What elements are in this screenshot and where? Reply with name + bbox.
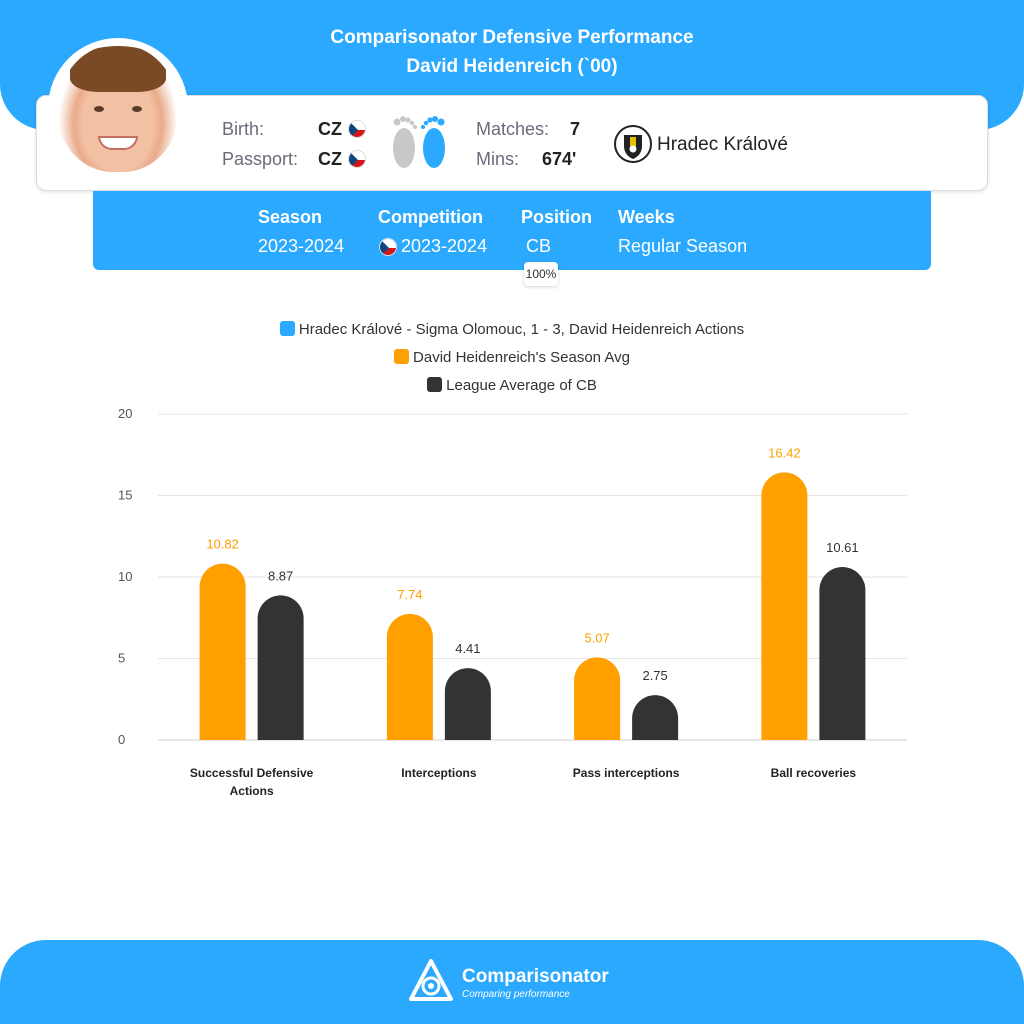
page-title: Comparisonator Defensive Performance: [330, 27, 694, 48]
bar: [444, 668, 491, 740]
x-tick-label: Actions: [230, 784, 274, 798]
data-label: 8.87: [268, 568, 293, 583]
y-tick-label: 15: [118, 488, 132, 503]
legend-item-league-avg: League Average of CB: [0, 377, 1024, 394]
czech-flag-icon: [348, 150, 366, 168]
bar: [199, 563, 246, 740]
x-tick-label: Successful Defensive: [190, 766, 314, 780]
season-value: 2023-2024: [258, 236, 345, 256]
season-label: Season: [258, 207, 323, 227]
bar: [761, 472, 808, 740]
bar: [819, 567, 866, 740]
data-label: 16.42: [768, 445, 801, 460]
mins-label: Mins:: [476, 149, 520, 169]
club-name: Hradec Králové: [657, 134, 788, 155]
legend-label-season-avg: David Heidenreich's Season Avg: [413, 349, 630, 366]
legend-label-match: Hradec Králové - Sigma Olomouc, 1 - 3, D…: [298, 321, 745, 338]
player-card: [36, 95, 988, 191]
passport-label: Passport:: [222, 149, 299, 169]
x-tick-label: Pass interceptions: [573, 766, 680, 780]
data-label: 10.82: [206, 537, 239, 552]
legend-swatch-match: [279, 321, 295, 336]
x-tick-label: Ball recoveries: [771, 766, 857, 780]
birth-label: Birth:: [222, 119, 265, 139]
club-crest-icon: [613, 124, 653, 164]
brand-tagline: Comparing performance: [462, 989, 570, 1000]
mins-value: 674': [542, 149, 577, 169]
bar: [386, 613, 433, 740]
weeks-value: Regular Season: [618, 236, 748, 256]
matches-label: Matches:: [476, 119, 550, 139]
bar: [574, 657, 621, 740]
birth-value: CZ: [318, 119, 342, 139]
y-tick-label: 20: [118, 406, 132, 421]
x-tick-label: Interceptions: [401, 766, 477, 780]
data-label: 2.75: [642, 668, 667, 683]
y-tick-label: 0: [118, 732, 125, 747]
data-label: 4.41: [455, 641, 480, 656]
legend-label-league-avg: League Average of CB: [446, 377, 597, 394]
legend-item-match: Hradec Králové - Sigma Olomouc, 1 - 3, D…: [0, 321, 1024, 338]
player-avatar: [58, 44, 178, 172]
player-name-title: David Heidenreich (`00): [406, 56, 618, 77]
passport-value: CZ: [318, 149, 342, 169]
comparisonator-logo-icon: [408, 958, 454, 1004]
matches-value: 7: [570, 119, 581, 139]
legend-item-season-avg: David Heidenreich's Season Avg: [0, 349, 1024, 366]
y-tick-label: 10: [118, 569, 132, 584]
weeks-label: Weeks: [618, 207, 675, 227]
czech-flag-icon: [348, 120, 366, 138]
legend-swatch-season-avg: [394, 349, 410, 364]
position-value: CB: [526, 236, 552, 256]
bar: [632, 695, 679, 740]
data-label: 10.61: [826, 540, 859, 555]
position-percentage-badge: 100%: [524, 262, 558, 286]
position-label: Position: [521, 207, 592, 227]
feet-icon: [388, 112, 452, 172]
czech-flag-icon: [379, 238, 397, 256]
brand-name: Comparisonator: [462, 966, 609, 987]
bar: [257, 595, 304, 740]
legend-swatch-league-avg: [427, 377, 443, 392]
data-label: 5.07: [584, 630, 609, 645]
y-tick-label: 5: [118, 651, 125, 666]
competition-value: 2023-2024: [401, 236, 488, 256]
data-label: 7.74: [397, 587, 422, 602]
competition-label: Competition: [378, 207, 483, 227]
info-bar: [93, 191, 931, 270]
bar-chart: 20 15 10 5 0 10.82 8.87 Successful Defensive Act…: [118, 406, 907, 798]
footer-band: [0, 940, 1024, 1024]
